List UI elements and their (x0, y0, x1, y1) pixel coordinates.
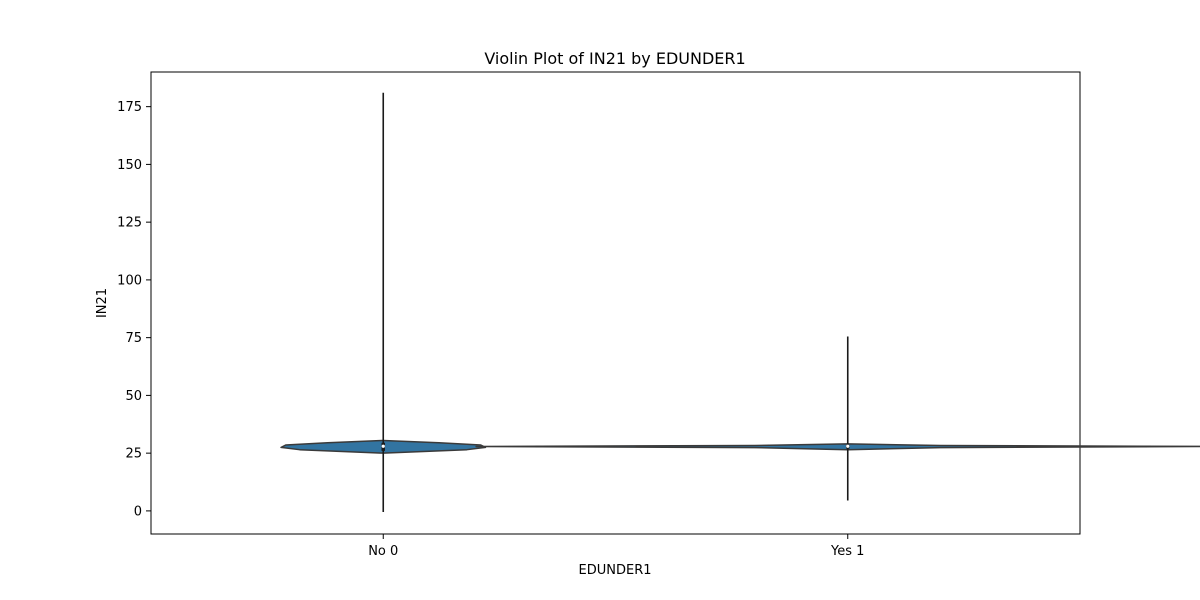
y-tick-label: 50 (125, 389, 142, 404)
y-axis: 0 25 50 75 100 125 150 175 (117, 100, 151, 519)
median-marker (381, 444, 385, 448)
y-tick-label: 0 (134, 504, 142, 519)
y-tick-label: 75 (125, 331, 142, 346)
y-tick-label: 100 (117, 273, 142, 288)
violin-no-0 (280, 92, 487, 513)
y-tick-label: 150 (117, 158, 142, 173)
violin-yes-1 (475, 336, 1200, 501)
plot-area (280, 92, 1200, 513)
y-tick-label: 125 (117, 216, 142, 231)
y-tick-label: 175 (117, 100, 142, 115)
violin-body (475, 443, 1200, 451)
plot-frame (150, 71, 1081, 535)
x-axis-title: EDUNDER1 (579, 563, 652, 578)
x-axis: No 0 Yes 1 (368, 534, 864, 559)
chart-title: Violin Plot of IN21 by EDUNDER1 (484, 49, 745, 68)
x-tick-label: Yes 1 (830, 544, 864, 559)
y-tick-label: 25 (125, 447, 142, 462)
y-axis-title: IN21 (95, 288, 110, 318)
x-tick-label: No 0 (368, 544, 398, 559)
median-marker (846, 444, 850, 448)
